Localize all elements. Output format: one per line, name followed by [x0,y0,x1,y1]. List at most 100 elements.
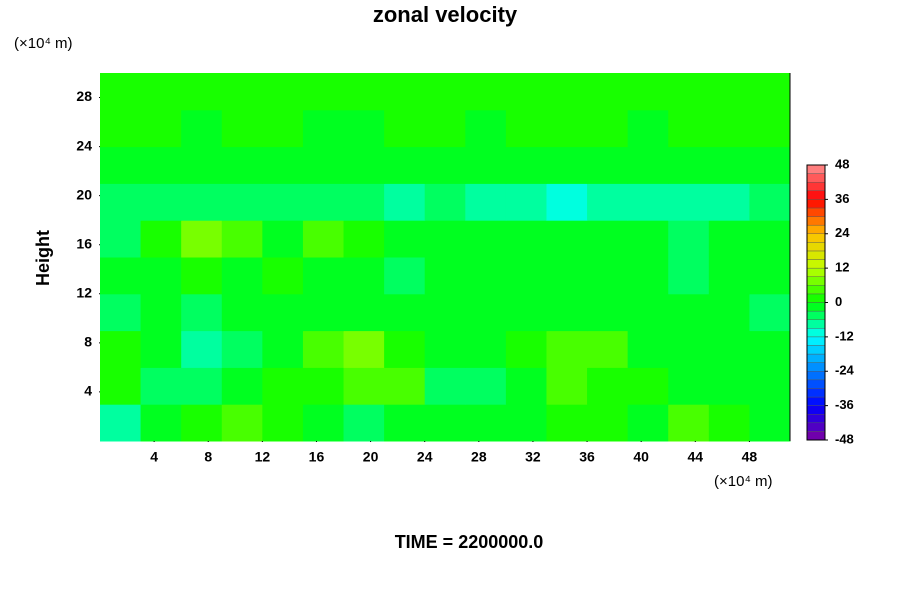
contour-cell [262,146,304,184]
colorbar-band [806,190,826,200]
contour-cell [140,146,182,184]
contour-cell [221,293,263,332]
colorbar-band [806,319,826,329]
x-tick-label: 8 [204,449,212,465]
contour-cell [262,220,304,258]
contour-cell [262,73,304,111]
colorbar-band [806,285,826,295]
contour-cell [708,220,750,258]
contour-cell [627,404,669,442]
contour-cell [262,330,304,368]
contour-cell [546,109,588,148]
colorbar-band [806,267,826,277]
contour-cell [505,146,547,184]
contour-cell [221,330,263,368]
contour-cell [262,109,304,148]
x-tick-label: 32 [525,449,541,465]
contour-cell [708,183,750,221]
contour-cell [668,404,710,442]
contour-cell [221,404,263,442]
contour-cell [627,257,669,295]
contour-cell [221,183,263,221]
contour-cell [627,293,669,332]
contour-cell [424,220,466,258]
contour-cell [343,293,385,332]
contour-cell [465,367,507,405]
contour-cell [262,367,304,405]
colorbar-band [806,345,826,355]
colorbar-tick-label: -36 [835,397,854,412]
contour-cell [465,330,507,368]
contour-cell [384,109,426,148]
contour-cell [708,109,750,148]
contour-cell [627,109,669,148]
contour-cell [668,293,710,332]
contour-cell [302,73,345,111]
contour-cell [668,257,710,295]
contour-cell [668,109,710,148]
contour-cell [100,293,142,332]
contour-cell [140,367,182,405]
contour-cell [505,73,547,111]
contour-cell [587,146,629,184]
contour-cell [546,146,588,184]
contour-cell [465,257,507,295]
contour-cell [749,73,791,111]
contour-cell [100,109,142,148]
contour-cell [587,404,629,442]
contour-cell [424,367,466,405]
contour-cell [749,183,791,221]
contour-cell [221,73,263,111]
colorbar-band [806,371,826,381]
contour-cell [302,367,345,405]
contour-cell [668,330,710,368]
contour-cell [708,257,750,295]
contour-cell [708,330,750,368]
colorbar-band [806,181,826,191]
colorbar-band [806,207,826,217]
contour-cell [140,257,182,295]
colorbar-band [806,233,826,243]
contour-cell [505,220,547,258]
contour-cell [424,330,466,368]
contour-cell [100,257,142,295]
colorbar-band [806,422,826,432]
contour-cell [668,146,710,184]
x-unit: (×10⁴ m) [714,473,773,490]
contour-cell [140,220,182,258]
colorbar-band [806,328,826,338]
y-axis-label: Height [33,230,53,286]
contour-cell [100,220,142,258]
contour-cell [343,220,385,258]
x-tick-label: 4 [150,449,158,465]
colorbar-band [806,414,826,424]
y-tick-label: 24 [76,137,92,153]
contour-cell [140,293,182,332]
colorbar-tick-label: 36 [835,191,849,206]
contour-cell [384,367,426,405]
contour-cell [668,73,710,111]
colorbar-band [806,362,826,372]
contour-cell [221,109,263,148]
contour-cell [140,404,182,442]
colorbar-tick-label: 24 [835,225,850,240]
contour-cell [627,73,669,111]
contour-cell [546,404,588,442]
colorbar-band [806,224,826,234]
contour-cell [302,183,345,221]
contour-cell [384,146,426,184]
contour-cell [100,146,142,184]
contour-cell [505,330,547,368]
contour-cell [424,183,466,221]
colorbar-band [806,173,826,183]
contour-cell [505,293,547,332]
contour-cell [302,220,345,258]
contour-cell [505,367,547,405]
x-tick-label: 36 [579,449,595,465]
contour-cell [708,367,750,405]
contour-cell [465,183,507,221]
colorbar-band [806,431,826,441]
contour-cell [465,220,507,258]
contour-cell [302,293,345,332]
contour-cell [100,330,142,368]
